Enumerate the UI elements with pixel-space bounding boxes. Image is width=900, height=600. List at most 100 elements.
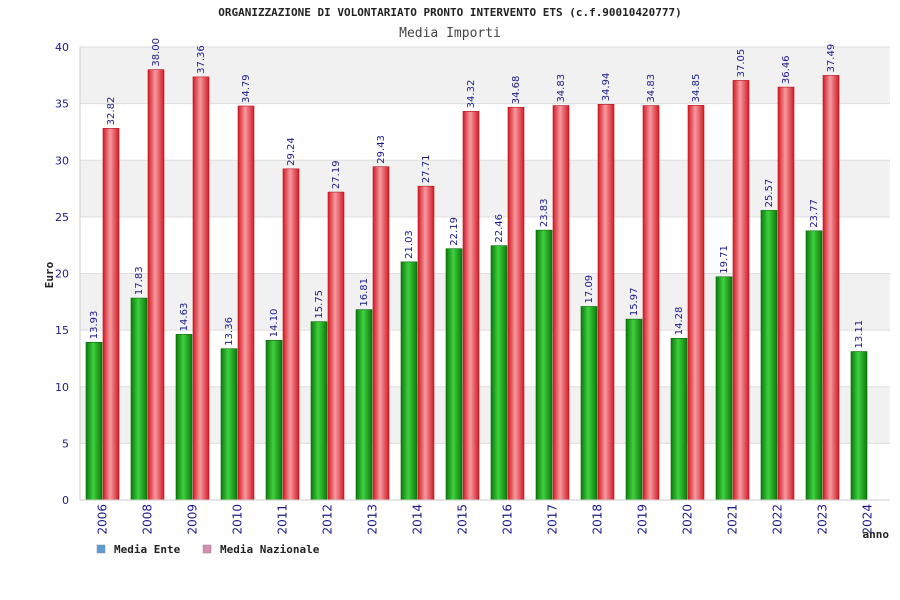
bar-media-ente	[310, 321, 328, 501]
x-tick-label: 2018	[591, 504, 605, 535]
grid-band	[80, 273, 890, 331]
x-tick-label: 2010	[231, 504, 245, 535]
bar-media-nazionale	[237, 105, 255, 501]
data-label: 15.97	[629, 287, 640, 316]
y-tick-label: 0	[62, 494, 69, 507]
x-tick-label: 2022	[771, 504, 785, 535]
data-label: 27.19	[331, 160, 342, 189]
data-label: 13.36	[224, 317, 235, 346]
x-tick-label: 2020	[681, 504, 695, 535]
data-label: 29.43	[376, 135, 387, 164]
bar-media-ente	[130, 297, 148, 501]
bar-media-nazionale	[507, 106, 525, 501]
grid-bands	[80, 47, 890, 444]
x-tick-label: 2016	[501, 504, 515, 535]
legend-label: Media Ente	[114, 543, 181, 556]
bar-media-ente	[490, 245, 508, 501]
data-label: 16.81	[359, 278, 370, 307]
bar-media-nazionale	[777, 86, 795, 501]
bar-media-ente	[805, 230, 823, 501]
data-label: 34.94	[601, 73, 612, 102]
data-label: 29.24	[286, 137, 297, 166]
bar-media-nazionale	[282, 168, 300, 501]
bar-media-ente	[220, 348, 238, 501]
data-label: 34.83	[556, 74, 567, 103]
bar-media-ente	[535, 229, 553, 501]
bar-media-nazionale	[102, 128, 120, 501]
bar-media-nazionale	[372, 166, 390, 501]
bar-media-nazionale	[192, 76, 210, 501]
bar-media-ente	[850, 351, 868, 501]
y-tick-label: 35	[55, 98, 69, 111]
x-tick-label: 2008	[141, 504, 155, 535]
data-label: 27.71	[421, 155, 432, 184]
data-label: 34.32	[466, 80, 477, 109]
bar-media-nazionale	[462, 111, 480, 501]
bar-media-nazionale	[822, 75, 840, 501]
data-label: 13.93	[89, 311, 100, 340]
x-tick-label: 2009	[186, 504, 200, 535]
x-tick-label: 2013	[366, 504, 380, 535]
x-tick-label: 2017	[546, 504, 560, 535]
bar-media-ente	[625, 318, 643, 501]
chart-title: ORGANIZZAZIONE DI VOLONTARIATO PRONTO IN…	[218, 6, 682, 19]
bar-media-ente	[355, 309, 373, 501]
x-tick-label: 2019	[636, 504, 650, 535]
x-axis-ticks: 2006 2008 2009 2010 2011 2012 2013 2014 2015 2016…	[96, 504, 875, 535]
data-label: 38.00	[151, 38, 162, 67]
data-label: 32.82	[106, 97, 117, 126]
bar-media-ente	[85, 341, 103, 501]
data-label: 37.05	[736, 49, 747, 78]
bar-media-ente	[445, 248, 463, 501]
y-axis-label: Euro	[43, 261, 56, 288]
bar-media-nazionale	[732, 80, 750, 501]
x-tick-label: 2024	[861, 504, 875, 535]
data-label: 34.85	[691, 74, 702, 103]
x-tick-label: 2014	[411, 504, 425, 535]
bar-media-nazionale	[687, 105, 705, 501]
bar-media-ente	[400, 261, 418, 501]
legend-swatch	[202, 544, 212, 554]
grid-lines	[80, 46, 890, 501]
x-tick-label: 2006	[96, 504, 110, 535]
data-label: 17.83	[134, 266, 145, 295]
data-label: 34.79	[241, 74, 252, 103]
data-label: 37.36	[196, 45, 207, 74]
data-label: 14.63	[179, 303, 190, 332]
y-axis-ticks: 0 5 10 15 20 25 30 35 40	[55, 41, 69, 507]
bar-media-nazionale	[552, 105, 570, 501]
legend: Media Ente Media Nazionale	[96, 543, 320, 556]
legend-entry-media-nazionale: Media Nazionale	[202, 543, 320, 556]
bar-media-nazionale	[147, 69, 165, 501]
grid-band	[80, 386, 890, 444]
bar-media-nazionale	[642, 105, 660, 501]
x-tick-label: 2015	[456, 504, 470, 535]
bar-media-ente	[265, 340, 283, 501]
chart-subtitle: Media Importi	[399, 26, 501, 41]
bar-media-nazionale	[597, 104, 615, 501]
bars	[85, 69, 868, 501]
data-label: 34.68	[511, 76, 522, 105]
y-tick-label: 10	[55, 381, 69, 394]
data-label: 14.10	[269, 309, 280, 338]
bar-media-ente	[670, 337, 688, 501]
data-label: 19.71	[719, 245, 730, 274]
bar-media-ente	[580, 306, 598, 501]
bar-media-nazionale	[417, 185, 435, 501]
data-label: 14.28	[674, 307, 685, 336]
grid-band	[80, 160, 890, 217]
data-labels: 13.93 32.82 17.83 38.00 14.63 37.36 13.36 34.79…	[89, 38, 865, 349]
data-label: 36.46	[781, 55, 792, 84]
data-label: 23.77	[809, 199, 820, 228]
legend-swatch	[96, 544, 106, 554]
x-tick-label: 2023	[816, 504, 830, 535]
bar-media-ente	[175, 334, 193, 501]
y-tick-label: 15	[55, 324, 69, 337]
data-label: 37.49	[826, 44, 837, 73]
data-label: 23.83	[539, 198, 550, 227]
x-axis-label: anno	[863, 528, 890, 541]
y-tick-label: 40	[55, 41, 69, 54]
data-label: 13.11	[854, 320, 865, 349]
bar-media-ente	[760, 210, 778, 501]
